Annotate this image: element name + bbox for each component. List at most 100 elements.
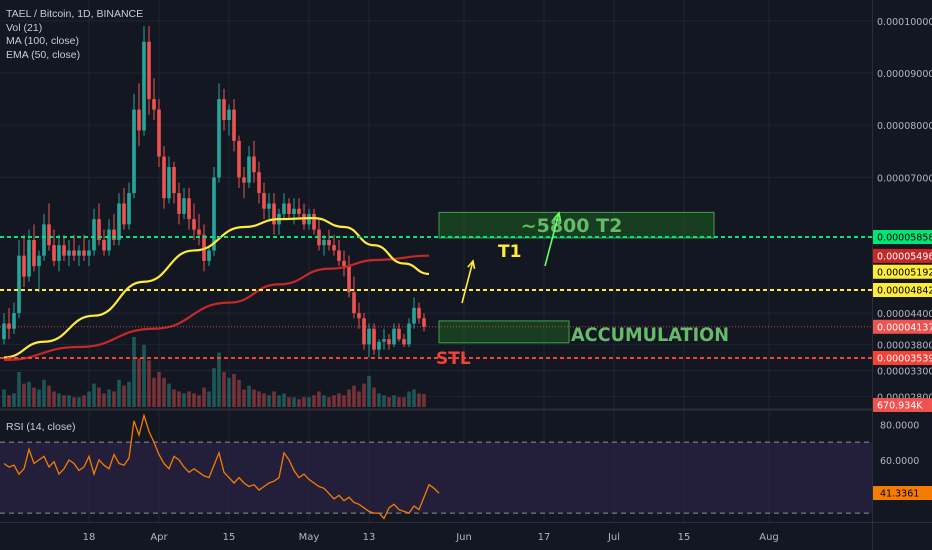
candle-body — [402, 339, 406, 345]
volume-bar — [162, 377, 166, 407]
candle-body — [57, 245, 61, 261]
ema50-line — [3, 217, 430, 359]
volume-bar — [347, 389, 351, 407]
candle-body — [77, 250, 81, 256]
volume-bar — [92, 383, 96, 407]
volume-bar — [352, 385, 356, 407]
volume-bar — [397, 397, 401, 407]
candle-body — [407, 323, 411, 345]
rsi-badge — [873, 486, 932, 501]
legend-ma[interactable]: MA (100, close) — [6, 35, 79, 47]
candle-body — [47, 224, 51, 246]
candle — [237, 135, 241, 188]
candle — [62, 234, 66, 261]
rsi-legend[interactable]: RSI (14, close) — [6, 421, 76, 433]
volume-bar — [232, 373, 236, 407]
stl-label: STL — [436, 349, 471, 369]
candle-body — [352, 292, 356, 314]
horizontal-levels — [0, 235, 872, 360]
time-tick-label: Jun — [455, 532, 472, 543]
candle — [82, 234, 86, 261]
candle-body — [282, 203, 286, 214]
candle — [112, 213, 116, 246]
candle-body — [27, 240, 31, 277]
legend-ema[interactable]: EMA (50, close) — [6, 48, 81, 61]
candle — [272, 193, 276, 235]
volume-bar — [407, 391, 411, 407]
volume-bar — [82, 395, 86, 407]
candle — [37, 250, 41, 293]
price-badge — [873, 264, 932, 279]
candle — [252, 140, 256, 183]
candle — [227, 104, 231, 136]
volume-bar — [57, 393, 61, 407]
candle-body — [147, 41, 151, 100]
volume-bar — [102, 393, 106, 407]
candle — [362, 313, 366, 350]
price-badge — [873, 398, 932, 412]
candle-body — [377, 341, 381, 350]
candle-body — [322, 240, 326, 246]
candle — [52, 229, 56, 267]
candle-body — [262, 193, 266, 209]
price-tick-label: 0.00003800 — [877, 340, 932, 351]
candle-body — [152, 99, 156, 110]
candle-body — [337, 250, 341, 261]
volume-bar — [312, 395, 316, 407]
candle-body — [247, 156, 251, 183]
price-badge-label: 670.934K — [877, 401, 923, 412]
volume-bar — [402, 397, 406, 407]
candle — [212, 166, 216, 256]
candle-body — [187, 198, 191, 220]
volume-bar — [262, 393, 266, 407]
candle-body — [92, 219, 96, 251]
volume-bar — [137, 358, 141, 407]
arrow-to-t2-head — [553, 211, 562, 222]
volume-bar — [267, 395, 271, 407]
price-tick-label: 0.00004400 — [877, 309, 932, 320]
legend-volume[interactable]: Vol (21) — [6, 21, 43, 34]
candle — [347, 255, 351, 298]
volume-bar — [337, 393, 341, 407]
candle-body — [222, 99, 226, 121]
candle — [122, 187, 126, 230]
candle — [312, 208, 316, 235]
candle — [27, 229, 31, 282]
volume-bar — [297, 399, 301, 407]
candle — [57, 234, 61, 272]
time-tick-label: Apr — [150, 532, 168, 543]
volume-bar — [272, 391, 276, 407]
price-tick-label: 0.00008000 — [877, 121, 932, 132]
volume-bar — [382, 395, 386, 407]
candle — [317, 219, 321, 251]
candle-body — [107, 229, 111, 251]
volume-bar — [72, 397, 76, 407]
candle-body — [127, 193, 131, 225]
volume-bar — [277, 395, 281, 407]
candle — [127, 182, 131, 230]
volume-bar — [197, 395, 201, 407]
candle — [222, 88, 226, 131]
volume-bar — [172, 389, 176, 407]
candle-body — [382, 339, 386, 342]
candle — [267, 193, 271, 220]
candle-body — [112, 229, 116, 241]
candle-body — [137, 109, 141, 131]
candle — [177, 182, 181, 225]
candle-body — [32, 240, 36, 267]
candle — [22, 234, 26, 287]
candle — [72, 234, 76, 261]
price-badge-label: 0.00003539 — [877, 354, 932, 365]
candle — [172, 161, 176, 204]
candle-body — [177, 193, 181, 214]
candle — [147, 26, 151, 115]
arrow-to-t2 — [544, 211, 562, 267]
volume-bars — [2, 337, 426, 407]
candle-body — [132, 109, 136, 194]
candle-body — [72, 250, 76, 256]
candle — [192, 203, 196, 241]
candle — [207, 245, 211, 267]
symbol-title[interactable]: TAEL / Bitcoin, 1D, BINANCE — [6, 8, 144, 20]
candle — [382, 328, 386, 350]
